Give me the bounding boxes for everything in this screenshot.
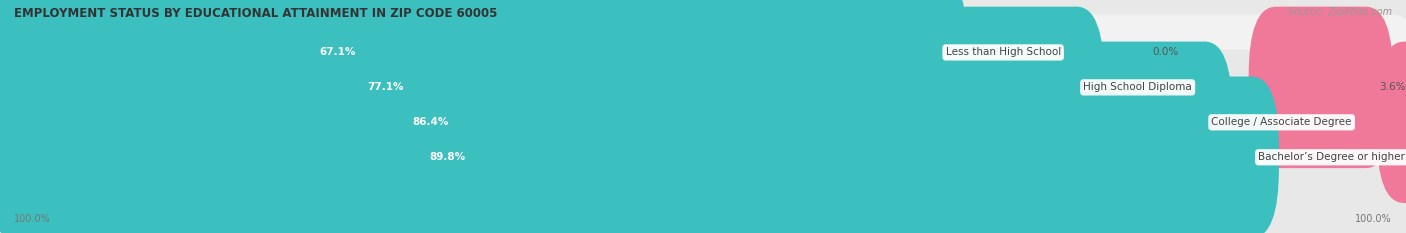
- Text: College / Associate Degree: College / Associate Degree: [1212, 117, 1351, 127]
- Text: Source: ZipAtlas.com: Source: ZipAtlas.com: [1288, 7, 1392, 17]
- FancyBboxPatch shape: [0, 76, 1279, 233]
- FancyBboxPatch shape: [0, 42, 1232, 203]
- FancyBboxPatch shape: [0, 0, 1406, 195]
- FancyBboxPatch shape: [0, 0, 966, 133]
- FancyBboxPatch shape: [0, 49, 1406, 233]
- Text: High School Diploma: High School Diploma: [1083, 82, 1192, 92]
- FancyBboxPatch shape: [0, 7, 1104, 168]
- FancyBboxPatch shape: [0, 14, 1406, 230]
- Text: 100.0%: 100.0%: [14, 214, 51, 224]
- FancyBboxPatch shape: [1249, 7, 1393, 168]
- Text: 89.8%: 89.8%: [429, 152, 465, 162]
- Text: 100.0%: 100.0%: [1355, 214, 1392, 224]
- Text: EMPLOYMENT STATUS BY EDUCATIONAL ATTAINMENT IN ZIP CODE 60005: EMPLOYMENT STATUS BY EDUCATIONAL ATTAINM…: [14, 7, 498, 20]
- Text: 86.4%: 86.4%: [412, 117, 449, 127]
- Text: 77.1%: 77.1%: [367, 82, 404, 92]
- Text: 0.0%: 0.0%: [1152, 48, 1178, 57]
- Text: 67.1%: 67.1%: [319, 48, 356, 57]
- FancyBboxPatch shape: [0, 0, 1406, 160]
- FancyBboxPatch shape: [1376, 42, 1406, 203]
- Text: Less than High School: Less than High School: [945, 48, 1060, 57]
- Text: Bachelor’s Degree or higher: Bachelor’s Degree or higher: [1258, 152, 1405, 162]
- Text: 3.6%: 3.6%: [1379, 82, 1406, 92]
